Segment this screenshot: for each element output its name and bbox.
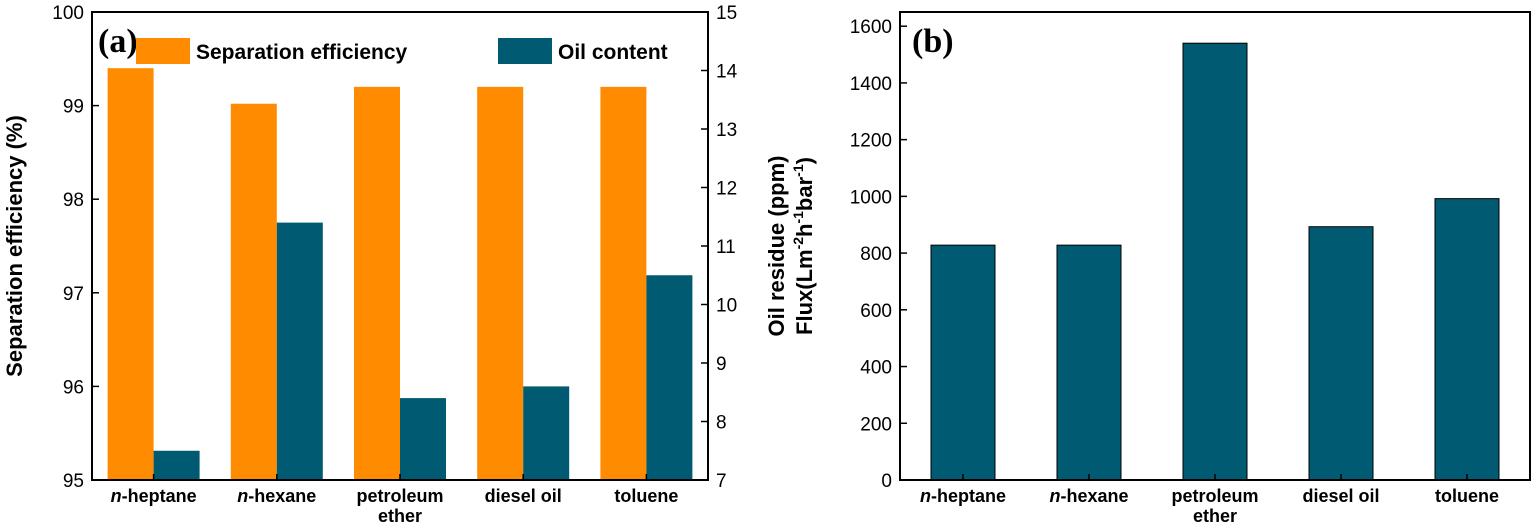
- category-label: n-heptane: [920, 486, 1006, 506]
- bar-flux: [1308, 226, 1374, 481]
- y-tick-label: 100: [52, 3, 84, 24]
- bar-oil-content: [153, 450, 200, 480]
- bar-oil-content: [400, 398, 446, 480]
- y-tick-label: 1000: [850, 187, 892, 208]
- category-label: toluene: [614, 486, 678, 506]
- panel-label: (a): [98, 23, 138, 60]
- category-label-text: -heptane: [931, 486, 1006, 506]
- category-label: petroleum: [1171, 486, 1258, 506]
- category-label: petroleum: [356, 486, 443, 506]
- category-label-text: -hexane: [1060, 486, 1128, 506]
- bar-separation-efficiency: [354, 86, 400, 480]
- y-axis-title-part: -1: [790, 164, 806, 177]
- bar-flux: [930, 244, 996, 481]
- y-tick-label: 96: [63, 377, 84, 398]
- bar-separation-efficiency: [477, 86, 524, 480]
- y-tick-label: 200: [860, 414, 892, 435]
- y-axis-title-part: ): [792, 157, 817, 164]
- y-tick-label: 1600: [850, 17, 892, 38]
- category-label: toluene: [1435, 486, 1499, 506]
- category-label-text: -hexane: [248, 486, 316, 506]
- y2-tick-label: 14: [716, 62, 738, 83]
- y-axis-title: Flux(Lm-2h-1bar-1): [790, 157, 817, 335]
- y-tick-label: 95: [63, 471, 84, 492]
- category-label: diesel oil: [1302, 486, 1379, 506]
- category-label-italic: n: [920, 486, 931, 506]
- y2-tick-label: 12: [716, 179, 737, 200]
- category-label-text: -heptane: [122, 486, 197, 506]
- bar-oil-content: [276, 222, 323, 480]
- y-tick-label: 1400: [850, 74, 892, 95]
- panel-label: (b): [912, 23, 954, 60]
- legend-swatch-oil-content: [498, 38, 552, 64]
- bar-separation-efficiency: [230, 103, 277, 480]
- category-label-text: toluene: [614, 486, 678, 506]
- category-label-italic: n: [237, 486, 248, 506]
- category-label-text: diesel oil: [1302, 486, 1379, 506]
- y-tick-label: 400: [860, 358, 892, 379]
- category-label-text: diesel oil: [485, 486, 562, 506]
- category-label: n-hexane: [237, 486, 316, 506]
- category-label-text: petroleum: [356, 486, 443, 506]
- y-tick-label: 600: [860, 301, 892, 322]
- y-tick-label: 0: [881, 471, 892, 492]
- category-label-line2: ether: [1193, 506, 1237, 526]
- legend-label-separation-efficiency: Separation efficiency: [196, 41, 408, 64]
- y-tick-label: 98: [63, 190, 84, 211]
- bar-separation-efficiency: [107, 68, 154, 480]
- legend-swatch-separation-efficiency: [136, 38, 190, 64]
- y2-tick-label: 13: [716, 120, 737, 141]
- category-label-text: toluene: [1435, 486, 1499, 506]
- category-label-italic: n: [111, 486, 122, 506]
- category-label: n-heptane: [111, 486, 197, 506]
- bar-oil-content: [646, 275, 693, 480]
- y2-tick-label: 15: [716, 3, 737, 24]
- y-tick-label: 99: [63, 97, 84, 118]
- y-axis-title-part: Flux(Lm: [792, 249, 817, 335]
- y-axis-title-part: bar: [792, 176, 817, 211]
- bar-flux: [1056, 244, 1122, 481]
- y2-tick-label: 10: [716, 296, 737, 317]
- y-axis-title-part: -2: [790, 237, 806, 250]
- y-axis-title-part: h: [792, 224, 817, 237]
- y2-axis-title: Oil residue (ppm): [764, 156, 789, 337]
- y2-tick-label: 8: [716, 413, 727, 434]
- category-label-italic: n: [1049, 486, 1060, 506]
- category-label-line2: ether: [378, 506, 422, 526]
- y-tick-label: 1200: [850, 131, 892, 152]
- bar-flux: [1182, 42, 1248, 481]
- y-axis-title-part: -1: [790, 211, 806, 224]
- bar-separation-efficiency: [600, 86, 647, 480]
- y2-tick-label: 9: [716, 354, 727, 375]
- category-label: diesel oil: [485, 486, 562, 506]
- y2-tick-label: 7: [716, 471, 727, 492]
- y-axis-title: Separation efficiency (%): [2, 115, 27, 377]
- y-tick-label: 800: [860, 244, 892, 265]
- legend-label-oil-content: Oil content: [558, 41, 668, 64]
- category-label: n-hexane: [1049, 486, 1128, 506]
- bar-flux: [1434, 198, 1500, 481]
- category-label-text: petroleum: [1171, 486, 1258, 506]
- y-tick-label: 97: [63, 284, 84, 305]
- bar-oil-content: [523, 386, 570, 480]
- y2-tick-label: 11: [716, 237, 736, 258]
- plot-frame: [899, 11, 1531, 481]
